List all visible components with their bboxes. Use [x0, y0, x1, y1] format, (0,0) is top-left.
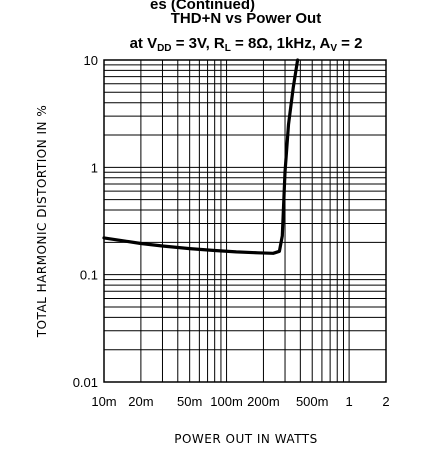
subtitle-part-1: at V [130, 35, 158, 52]
x-tick-labels: 10m 20m 50m 100m 200m 500m 1 2 [91, 394, 389, 409]
chart-subtitle: at VDD = 3V, RL = 8Ω, 1kHz, AV = 2 [130, 35, 363, 54]
subtitle-rl-sub: L [225, 43, 231, 54]
x-tick-label: 10m [91, 394, 116, 409]
y-tick-label: 0.1 [80, 268, 98, 283]
subtitle-part-3: = 8Ω, 1kHz, A [231, 35, 331, 52]
y-tick-label: 0.01 [73, 375, 98, 390]
subtitle-vdd-sub: DD [157, 43, 171, 54]
thd-curve [102, 58, 300, 255]
plot-frame [103, 59, 387, 383]
x-tick-label: 1 [345, 394, 352, 409]
x-tick-label: 2 [382, 394, 389, 409]
y-tick-label: 10 [84, 53, 98, 68]
x-tick-label: 100m [210, 394, 243, 409]
y-axis-label: TOTAL HARMONIC DISTORTION IN % [35, 105, 49, 338]
y-tick-label: 1 [91, 160, 98, 175]
chart-title: THD+N vs Power Out [171, 10, 321, 27]
subtitle-part-4: = 2 [337, 35, 362, 52]
y-tick-labels: 0.01 0.1 1 10 [73, 53, 98, 390]
subtitle-av-sub: V [330, 43, 337, 54]
x-tick-label: 200m [247, 394, 280, 409]
grid-lines [103, 59, 387, 383]
x-tick-label: 500m [296, 394, 329, 409]
x-tick-label: 50m [177, 394, 202, 409]
x-axis-label: POWER OUT IN WATTS [174, 432, 318, 446]
header-fragment: es (Continued) [150, 0, 255, 13]
subtitle-part-2: = 3V, R [172, 35, 225, 52]
x-tick-label: 20m [128, 394, 153, 409]
